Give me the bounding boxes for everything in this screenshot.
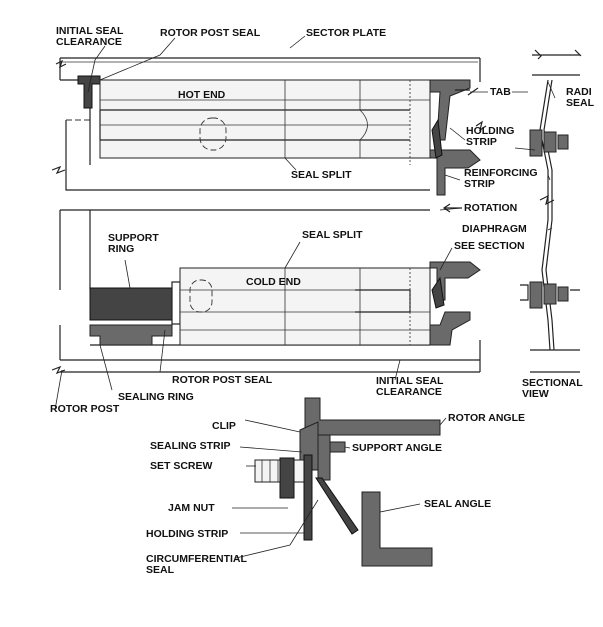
label-set-screw: SET SCREW bbox=[150, 460, 213, 472]
label-holding-strip-right-1: HOLDING bbox=[466, 125, 514, 137]
label-cold-end: COLD END bbox=[246, 276, 301, 288]
label-initial-seal-clearance-bottom-2: CLEARANCE bbox=[376, 386, 442, 398]
label-rotor-angle: ROTOR ANGLE bbox=[448, 412, 525, 424]
label-rotation: ROTATION bbox=[464, 202, 517, 214]
sealing-ring bbox=[89, 324, 173, 346]
label-sectional-view-1: SECTIONAL bbox=[522, 377, 583, 389]
holding-strip bbox=[303, 454, 313, 541]
cold-end-assembly bbox=[51, 209, 481, 375]
support-ring bbox=[89, 287, 173, 321]
label-circumferential-seal-2: SEAL bbox=[146, 564, 175, 576]
label-reinforcing-strip-2: STRIP bbox=[464, 178, 495, 190]
label-tab: TAB bbox=[490, 86, 511, 98]
cold-end-rotor-section bbox=[179, 267, 431, 346]
label-seal-split-bottom: SEAL SPLIT bbox=[302, 229, 363, 241]
label-support-angle: SUPPORT ANGLE bbox=[352, 442, 442, 454]
label-initial-seal-clearance-bottom-1: INITIAL SEAL bbox=[376, 375, 444, 387]
rotor-angle bbox=[304, 397, 441, 436]
seal-detail bbox=[254, 397, 441, 567]
hot-end-rotor-section bbox=[99, 79, 431, 159]
label-sector-plate: SECTOR PLATE bbox=[306, 27, 386, 39]
seal-angle bbox=[361, 491, 433, 567]
label-sectional-view-2: VIEW bbox=[522, 388, 549, 400]
label-initial-seal-clearance-top-1: INITIAL SEAL bbox=[56, 25, 124, 37]
label-circumferential-seal-1: CIRCUMFERENTIAL bbox=[146, 553, 247, 565]
label-initial-seal-clearance-top-2: CLEARANCE bbox=[56, 36, 122, 48]
rotation-arrow bbox=[442, 203, 462, 213]
label-support-ring-2: RING bbox=[108, 243, 134, 255]
label-rotor-post: ROTOR POST bbox=[50, 403, 120, 415]
label-reinforcing-strip-1: REINFORCING bbox=[464, 167, 538, 179]
label-support-ring-1: SUPPORT bbox=[108, 232, 159, 244]
leader-lines bbox=[54, 35, 556, 559]
label-seal-angle: SEAL ANGLE bbox=[424, 498, 491, 510]
hot-end-assembly bbox=[51, 57, 487, 196]
label-holding-strip-right-2: STRIP bbox=[466, 136, 497, 148]
labels: INITIAL SEAL CLEARANCE ROTOR POST SEAL S… bbox=[50, 25, 595, 576]
circumferential-seal bbox=[315, 477, 359, 535]
jam-nut bbox=[279, 457, 295, 499]
label-rotor-post-seal-bottom: ROTOR POST SEAL bbox=[172, 374, 273, 386]
label-hot-end: HOT END bbox=[178, 89, 226, 101]
label-jam-nut: JAM NUT bbox=[168, 502, 215, 514]
label-diaphragm: DIAPHRAGM bbox=[462, 223, 527, 235]
label-radial-seal-2: SEAL bbox=[566, 97, 595, 109]
label-see-section: SEE SECTION bbox=[454, 240, 525, 252]
label-sealing-strip: SEALING STRIP bbox=[150, 440, 231, 452]
label-radial-seal-1: RADI bbox=[566, 86, 592, 98]
label-sealing-ring: SEALING RING bbox=[118, 391, 194, 403]
sectional-view bbox=[520, 49, 582, 373]
label-rotor-post-seal-top: ROTOR POST SEAL bbox=[160, 27, 261, 39]
label-clip: CLIP bbox=[212, 420, 236, 432]
label-holding-strip-bottom: HOLDING STRIP bbox=[146, 528, 228, 540]
label-seal-split-top: SEAL SPLIT bbox=[291, 169, 352, 181]
